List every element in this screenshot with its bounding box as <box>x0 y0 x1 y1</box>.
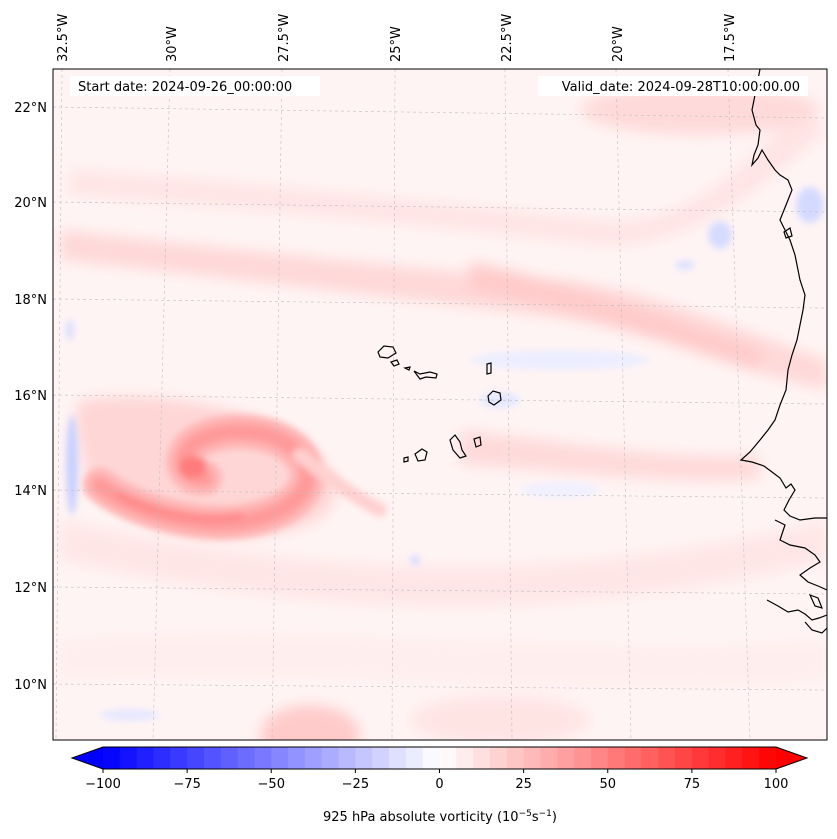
lat-label-10n: 10°N <box>14 678 47 693</box>
colorbar: −100 −75 −50 −25 0 25 50 75 100 925 hPa absolute… <box>70 746 809 825</box>
colorbar-swatches <box>103 747 777 769</box>
colorbar-tick-label: 50 <box>599 777 616 792</box>
colorbar-swatch <box>422 747 441 769</box>
colorbar-swatch <box>187 747 205 769</box>
island-sao-nicolau <box>413 370 438 380</box>
cape-verde-islands <box>377 345 502 463</box>
island-fogo <box>414 448 428 462</box>
colorbar-swatch <box>557 747 575 769</box>
lat-label-18n: 18°N <box>14 293 47 308</box>
colorbar-swatch <box>624 747 642 769</box>
colorbar-swatch <box>288 747 306 769</box>
colorbar-swatch <box>237 747 256 769</box>
colorbar-swatch <box>473 747 491 769</box>
map-frame <box>52 68 828 741</box>
longitude-labels: 32.5°W 30°W 27.5°W 25°W 22.5°W 20°W 17.5… <box>56 14 738 62</box>
lon-label-25w: 25°W <box>389 26 404 62</box>
colorbar-swatch <box>675 747 693 769</box>
valid-date-label: Valid_date: 2024-09-28T10:00:00.00 <box>562 80 800 95</box>
colorbar-swatch <box>372 747 390 769</box>
colorbar-extend-min <box>72 747 103 769</box>
colorbar-label: 925 hPa absolute vorticity (10−5s−1) <box>323 809 557 825</box>
colorbar-swatch <box>641 747 659 769</box>
lon-label-32-5w: 32.5°W <box>56 14 71 62</box>
colorbar-swatch <box>136 747 155 769</box>
colorbar-swatch <box>456 747 474 769</box>
colorbar-swatch <box>103 747 121 769</box>
lon-label-22-5w: 22.5°W <box>500 14 515 62</box>
lat-label-22n: 22°N <box>14 101 47 116</box>
lon-label-20w: 20°W <box>611 26 626 62</box>
colorbar-swatch <box>220 747 239 769</box>
gridlines <box>53 69 827 740</box>
colorbar-tick-label: −100 <box>85 777 121 792</box>
island-sao-vicente <box>390 359 400 367</box>
start-date-box: Start date: 2024-09-26_00:00:00 <box>70 76 320 96</box>
island-santa-luzia <box>403 366 411 371</box>
lat-label-20n: 20°N <box>14 196 47 211</box>
colorbar-swatch <box>691 747 710 769</box>
colorbar-swatch <box>203 747 222 769</box>
island-santiago <box>449 434 467 459</box>
island-sal <box>486 362 492 375</box>
colorbar-swatch <box>304 747 323 769</box>
vortex-spiral <box>83 414 387 540</box>
colorbar-swatch <box>119 747 138 769</box>
colorbar-swatch <box>489 747 508 769</box>
colorbar-swatch <box>574 747 592 769</box>
colorbar-swatch <box>389 747 407 769</box>
colorbar-tick-label: 100 <box>764 777 789 792</box>
latitude-labels: 22°N 20°N 18°N 16°N 14°N 12°N 10°N <box>14 101 47 693</box>
colorbar-swatch <box>742 747 760 769</box>
colorbar-extend-max <box>776 747 807 769</box>
start-date-label: Start date: 2024-09-26_00:00:00 <box>78 80 292 95</box>
negative-vorticity <box>66 187 824 721</box>
colorbar-swatch <box>607 747 626 769</box>
colorbar-swatch <box>338 747 356 769</box>
colorbar-tick-label: −25 <box>342 777 369 792</box>
island-maio <box>473 436 482 448</box>
colorbar-swatch <box>254 747 272 769</box>
map-panel <box>53 69 827 740</box>
island-santo-antao <box>377 345 397 359</box>
colorbar-tick-label: 0 <box>435 777 443 792</box>
colorbar-swatch <box>506 747 525 769</box>
lat-label-16n: 16°N <box>14 389 47 404</box>
colorbar-swatch <box>170 747 188 769</box>
colorbar-tick-label: 75 <box>684 777 701 792</box>
colorbar-swatch <box>658 747 676 769</box>
colorbar-swatch <box>439 747 457 769</box>
colorbar-swatch <box>590 747 609 769</box>
colorbar-swatch <box>725 747 743 769</box>
colorbar-tick-label: −75 <box>173 777 200 792</box>
island-boa-vista <box>487 390 502 406</box>
colorbar-tick-label: −50 <box>258 777 285 792</box>
african-coastline <box>739 69 827 634</box>
colorbar-ticks: −100 −75 −50 −25 0 25 50 75 100 <box>85 769 788 792</box>
colorbar-swatch <box>523 747 542 769</box>
colorbar-swatch <box>708 747 727 769</box>
colorbar-swatch <box>405 747 424 769</box>
island-brava <box>403 456 409 463</box>
colorbar-swatch <box>759 747 777 769</box>
colorbar-swatch <box>355 747 373 769</box>
colorbar-swatch <box>540 747 558 769</box>
colorbar-swatch <box>153 747 171 769</box>
lon-label-27-5w: 27.5°W <box>277 14 292 62</box>
lat-label-14n: 14°N <box>14 484 47 499</box>
lat-label-12n: 12°N <box>14 581 47 596</box>
colorbar-tick-label: 25 <box>515 777 532 792</box>
colorbar-swatch <box>321 747 340 769</box>
colorbar-swatch <box>271 747 289 769</box>
lon-label-17-5w: 17.5°W <box>723 14 738 62</box>
valid-date-box: Valid_date: 2024-09-28T10:00:00.00 <box>538 76 808 96</box>
lon-label-30w: 30°W <box>165 26 180 62</box>
